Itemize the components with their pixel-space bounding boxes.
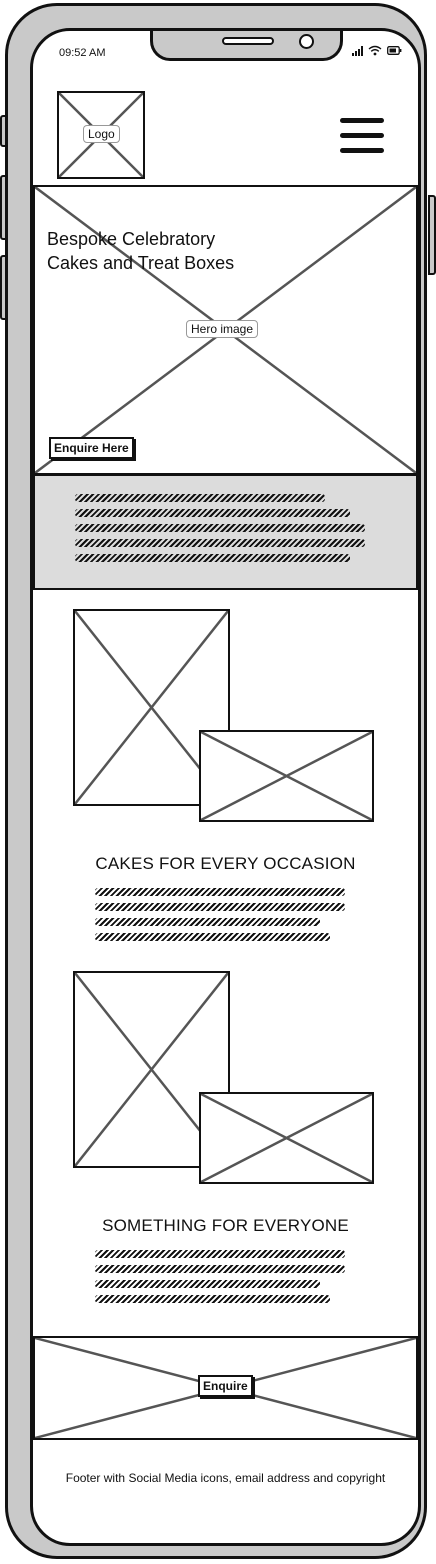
hamburger-menu-icon[interactable]: [340, 118, 384, 156]
speaker-icon: [222, 37, 274, 45]
hero-title-line-1: Bespoke Celebratory: [47, 229, 216, 249]
intro-placeholder-text: [75, 494, 375, 569]
battery-icon: [387, 46, 402, 55]
phone-frame: 09:52 AM Log: [5, 3, 427, 1559]
camera-icon: [299, 34, 314, 49]
side-button-right: [428, 195, 436, 275]
section-1-image-small-x: [201, 732, 372, 820]
section-1-title: CAKES FOR EVERY OCCASION: [95, 854, 356, 873]
section-2-image-small-x: [201, 1094, 372, 1182]
hero-title-line-2: Cakes and Treat Boxes: [47, 253, 235, 273]
hero-title: Bespoke Celebratory Cakes and Treat Boxe…: [47, 227, 234, 275]
logo-label: Logo: [83, 125, 120, 143]
intro-text-band: [33, 474, 418, 590]
status-time: 09:52 AM: [59, 47, 106, 59]
section-1-image-small: [199, 730, 374, 822]
footer-text: Footer with Social Media icons, email ad…: [65, 1471, 386, 1485]
hero-image-label: Hero image: [186, 320, 259, 338]
section-2-title: SOMETHING FOR EVERYONE: [102, 1216, 349, 1235]
phone-notch: [150, 31, 343, 61]
wifi-icon: [368, 45, 382, 56]
section-2-image-small: [199, 1092, 374, 1184]
section-1-placeholder-text: [95, 888, 355, 948]
signal-icon: [352, 45, 363, 56]
phone-screen: 09:52 AM Log: [30, 28, 421, 1546]
status-icons: [352, 45, 402, 56]
enquire-here-button[interactable]: Enquire Here: [49, 437, 134, 459]
logo[interactable]: Logo: [57, 91, 145, 179]
section-2-placeholder-text: [95, 1250, 355, 1310]
enquire-button[interactable]: Enquire: [198, 1375, 253, 1397]
hero-image: Hero image: [33, 185, 418, 475]
